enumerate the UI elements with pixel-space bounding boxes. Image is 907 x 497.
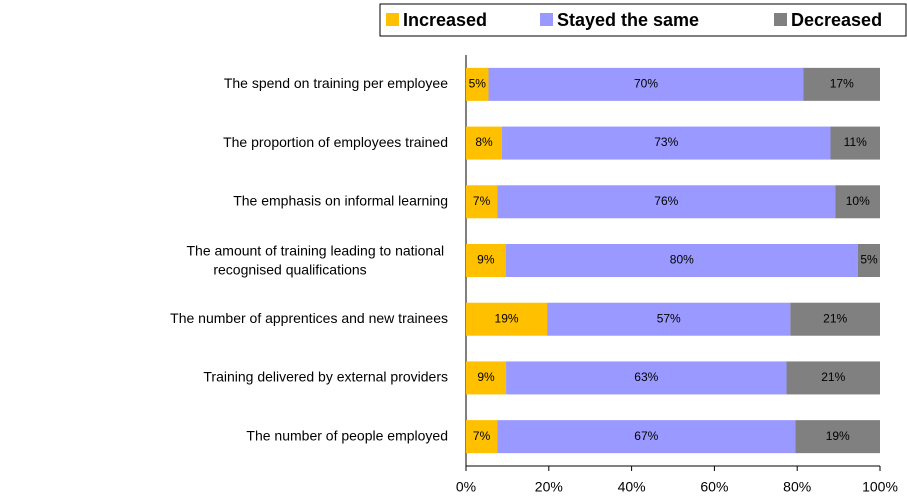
bar [830,126,880,160]
bar [786,361,880,395]
y-tick-label: The number of apprentices and new traine… [170,310,448,326]
bar [466,244,506,277]
data-label: 11% [844,135,867,149]
y-tick-label: The spend on training per employee [224,75,448,91]
data-label: 57% [657,311,681,325]
data-label: 21% [823,311,847,325]
legend-label: Decreased [791,10,882,30]
bar [795,420,880,454]
data-label: 7% [473,429,491,443]
data-label: 5% [860,253,878,267]
data-label: 10% [846,194,870,208]
y-tick-label: The proportion of employees trained [223,134,448,150]
bar [835,185,880,219]
data-label: 9% [477,370,495,384]
x-tick-label: 20% [535,479,563,495]
data-label: 5% [469,77,487,91]
bar [506,361,787,395]
bar [488,67,804,101]
data-label: 76% [654,194,678,208]
y-tick-label: Training delivered by external providers [203,369,448,385]
bar [466,302,548,336]
bar [547,302,791,336]
x-tick-label: 80% [783,479,811,495]
data-label: 8% [475,135,493,149]
bar [466,185,498,219]
x-tick-label: 0% [456,479,476,495]
bar [857,244,880,277]
bar [466,361,507,395]
bar [803,67,880,101]
data-label: 63% [634,370,658,384]
y-tick-label: The amount of training leading to nation… [186,242,448,277]
bar [790,302,880,336]
data-label: 19% [495,311,519,325]
legend-box [379,3,907,37]
data-label: 17% [830,77,854,91]
data-label: 19% [826,429,850,443]
data-label: 9% [477,253,495,267]
legend-swatch [774,13,787,26]
x-tick-label: 100% [862,479,898,495]
bar [502,126,831,160]
x-tick-label: 60% [700,479,728,495]
bar [505,244,858,277]
bar [497,185,836,219]
bar [466,67,489,101]
legend-label: Increased [403,10,487,30]
legend-label: Stayed the same [557,10,699,30]
data-label: 70% [634,77,658,91]
data-label: 73% [654,135,678,149]
legend-swatch [386,13,399,26]
data-label: 67% [634,429,658,443]
y-tick-label: The number of people employed [246,427,448,443]
legend-swatch [540,13,553,26]
y-tick-label: The emphasis on informal learning [233,192,448,208]
bar [497,420,796,454]
data-label: 80% [670,253,694,267]
bar [466,126,502,160]
bar [466,420,498,454]
data-label: 7% [473,194,491,208]
data-label: 21% [821,370,845,384]
x-tick-label: 40% [618,479,646,495]
